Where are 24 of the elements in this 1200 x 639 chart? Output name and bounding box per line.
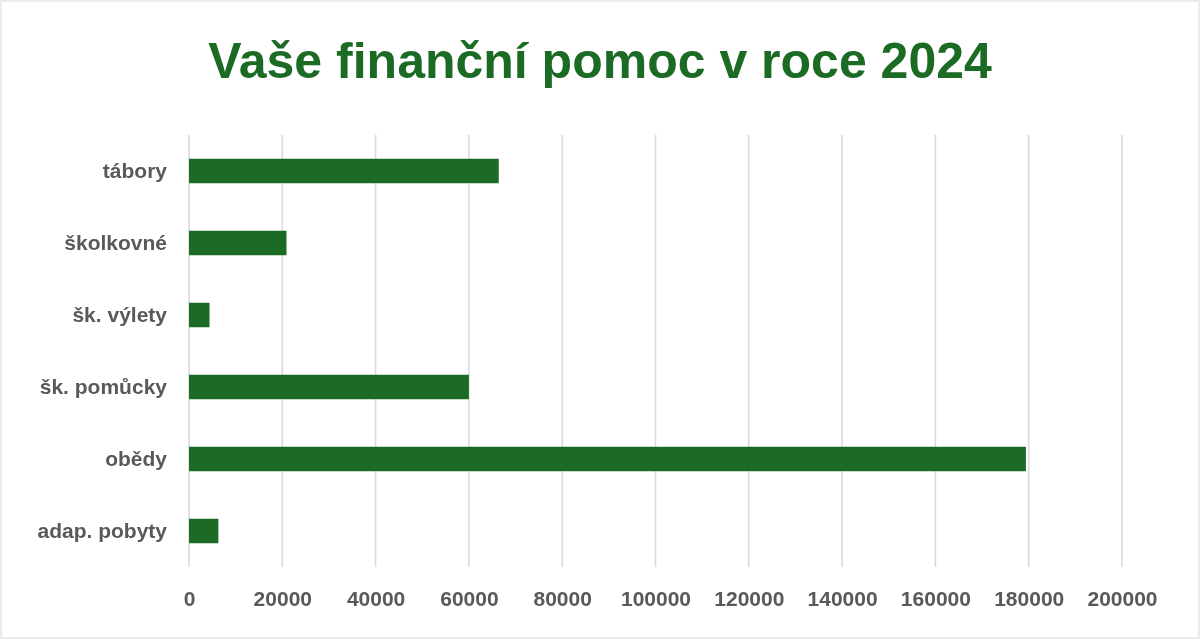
bar bbox=[189, 230, 287, 256]
x-tick-label: 180000 bbox=[994, 586, 1065, 610]
x-tick-label: 120000 bbox=[714, 586, 785, 610]
bar bbox=[189, 518, 219, 544]
x-tick-label: 100000 bbox=[620, 586, 692, 610]
y-tick-label: adap. pobyty bbox=[37, 518, 168, 542]
y-tick-label: obědy bbox=[105, 446, 168, 470]
bar bbox=[189, 446, 1026, 472]
x-tick-label: 20000 bbox=[253, 586, 312, 610]
bar bbox=[189, 302, 210, 328]
x-tick-label: 140000 bbox=[807, 586, 878, 610]
x-tick-label: 60000 bbox=[440, 586, 499, 610]
y-tick-label: školkovné bbox=[64, 230, 167, 254]
y-tick-label: tábory bbox=[102, 158, 168, 182]
chart-title: Vaše finanční pomoc v roce 2024 bbox=[208, 33, 993, 89]
y-tick-label: šk. pomůcky bbox=[39, 374, 168, 398]
y-tick-label: šk. výlety bbox=[72, 302, 168, 326]
x-tick-label: 160000 bbox=[900, 586, 971, 610]
bar bbox=[189, 158, 499, 184]
x-tick-label: 80000 bbox=[533, 586, 592, 610]
bar bbox=[189, 374, 469, 400]
x-tick-label: 40000 bbox=[346, 586, 406, 610]
x-tick-label: 0 bbox=[183, 586, 196, 610]
x-tick-label: 200000 bbox=[1087, 586, 1158, 610]
